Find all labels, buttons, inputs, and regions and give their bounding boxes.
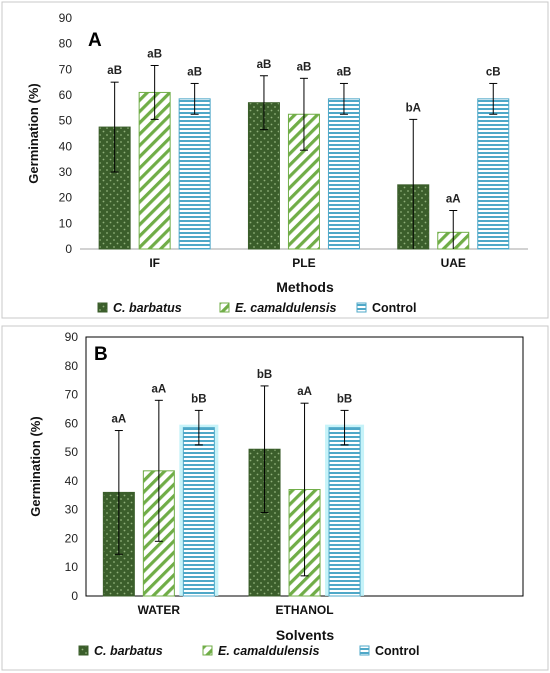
y-axis-label: Germination (%) xyxy=(28,416,43,516)
y-tick-label: 20 xyxy=(59,191,73,205)
panel-label: B xyxy=(94,344,108,365)
x-tick-label: UAE xyxy=(441,256,466,270)
y-tick-label: 60 xyxy=(59,88,73,102)
legend-label: Control xyxy=(375,644,419,658)
legend-swatch xyxy=(219,302,230,313)
y-tick-label: 50 xyxy=(59,114,73,128)
significance-label: aA xyxy=(111,414,126,426)
significance-label: bB xyxy=(337,393,352,405)
significance-label: bB xyxy=(257,369,272,381)
y-tick-label: 50 xyxy=(65,445,79,459)
legend-label: E. camaldulensis xyxy=(218,644,319,658)
legend-label: C. barbatus xyxy=(94,644,163,658)
y-tick-label: 80 xyxy=(59,37,73,51)
x-tick-label: PLE xyxy=(292,256,315,270)
bar xyxy=(328,427,361,597)
significance-label: aB xyxy=(297,61,312,73)
significance-label: aB xyxy=(187,66,202,78)
y-tick-label: 70 xyxy=(65,388,79,402)
y-tick-label: 90 xyxy=(59,11,73,25)
bar xyxy=(178,98,211,250)
legend-swatch xyxy=(202,645,213,656)
bar xyxy=(327,98,360,250)
significance-label: aA xyxy=(297,386,312,398)
significance-label: aB xyxy=(107,65,122,77)
legend-swatch xyxy=(78,645,89,656)
x-axis-label: Solvents xyxy=(276,627,335,643)
y-tick-label: 40 xyxy=(59,139,73,153)
chart-panel-b: 0 10 20 30 40 50 60 70 80 90 Germination (%) BaA aA b… xyxy=(28,330,524,658)
y-tick-label: 20 xyxy=(65,531,79,545)
bar xyxy=(138,91,171,250)
y-tick-label: 80 xyxy=(65,359,79,373)
y-tick-label: 10 xyxy=(59,216,73,230)
legend-label: Control xyxy=(372,301,416,315)
x-axis-label: Methods xyxy=(276,279,334,295)
y-tick-label: 60 xyxy=(65,416,79,430)
y-axis-label: Germination (%) xyxy=(26,83,41,183)
y-tick-label: 40 xyxy=(65,474,79,488)
legend-swatch xyxy=(97,302,108,313)
y-tick-label: 10 xyxy=(65,560,79,574)
y-tick-label: 90 xyxy=(65,330,79,344)
significance-label: bA xyxy=(406,102,421,114)
x-tick-label: ETHANOL xyxy=(276,603,334,617)
significance-label: cB xyxy=(486,66,501,78)
legend-label: E. camaldulensis xyxy=(235,301,336,315)
x-tick-label: WATER xyxy=(138,603,181,617)
bar xyxy=(182,427,215,597)
significance-label: bB xyxy=(191,393,206,405)
y-tick-label: 30 xyxy=(59,165,73,179)
legend-label: C. barbatus xyxy=(113,301,182,315)
significance-label: aB xyxy=(337,66,352,78)
bar xyxy=(477,98,510,250)
significance-label: aB xyxy=(257,59,272,71)
significance-label: aA xyxy=(151,383,166,395)
y-tick-label: 30 xyxy=(65,503,79,517)
panel-label: A xyxy=(88,30,102,51)
significance-label: aB xyxy=(147,48,162,60)
chart-panel-a: 0 10 20 30 40 50 60 70 80 90 Germination (%) AaB aB a… xyxy=(26,11,528,315)
y-tick-label: 70 xyxy=(59,62,73,76)
y-tick-label: 0 xyxy=(71,589,78,603)
significance-label: aA xyxy=(446,194,461,206)
x-tick-label: IF xyxy=(149,256,160,270)
legend-swatch xyxy=(356,302,367,313)
y-tick-label: 0 xyxy=(65,242,72,256)
legend-swatch xyxy=(359,645,370,656)
